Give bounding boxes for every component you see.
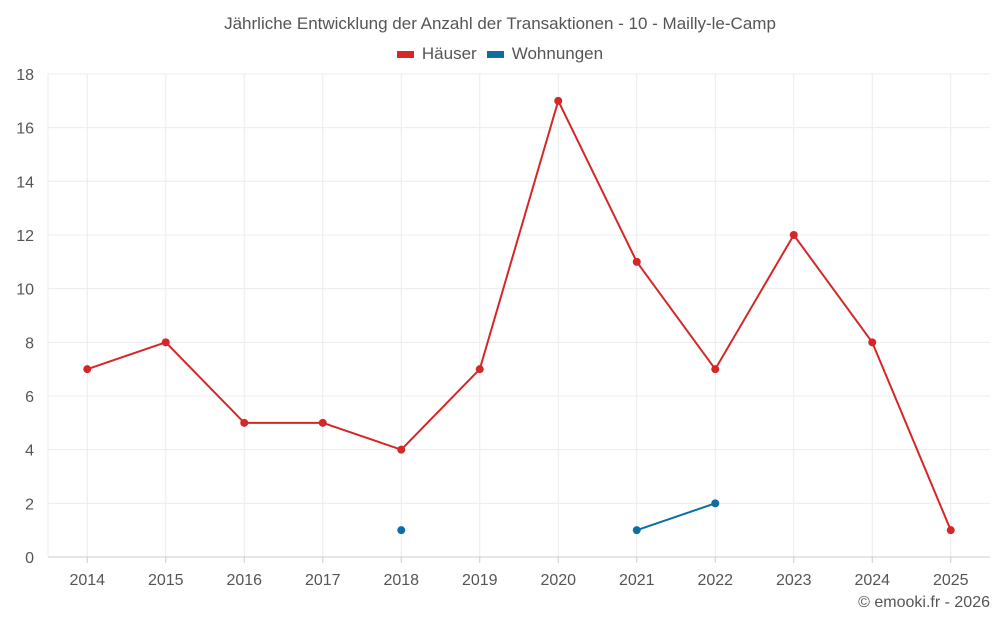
data-point-wohnungen xyxy=(632,526,641,535)
legend-label-haeuser: Häuser xyxy=(421,44,477,63)
data-point-haeuser xyxy=(554,96,563,105)
data-point-haeuser xyxy=(161,338,170,347)
x-tick-label: 2021 xyxy=(619,572,655,589)
x-tick-label: 2016 xyxy=(226,572,262,589)
data-point-haeuser xyxy=(240,418,249,427)
data-point-haeuser xyxy=(868,338,877,347)
data-point-haeuser xyxy=(632,257,641,266)
series-line-haeuser xyxy=(86,99,952,531)
x-tick-label: 2025 xyxy=(933,572,969,589)
x-tick-label: 2020 xyxy=(540,572,576,589)
axes: 0 2 4 6 8 10 12 14 16 18 2014 2015 2016 2017 2018 2019 2… xyxy=(16,67,990,589)
x-tick-label: 2019 xyxy=(462,572,498,589)
y-tick-label: 16 xyxy=(16,121,34,138)
y-tick-label: 0 xyxy=(25,550,34,567)
data-point-haeuser xyxy=(318,418,327,427)
y-tick-label: 8 xyxy=(25,335,34,352)
y-tick-label: 18 xyxy=(16,67,34,84)
data-point-haeuser xyxy=(83,365,92,374)
y-tick-label: 10 xyxy=(16,282,34,299)
series-layer xyxy=(83,96,955,535)
x-tick-label: 2017 xyxy=(305,572,341,589)
y-tick-label: 14 xyxy=(16,174,34,191)
legend-label-wohnungen: Wohnungen xyxy=(511,44,604,63)
legend-item-wohnungen[interactable]: Wohnungen xyxy=(486,44,604,64)
x-tick-label: 2014 xyxy=(69,572,105,589)
data-point-haeuser xyxy=(475,365,484,374)
data-point-haeuser xyxy=(711,365,720,374)
chart-title: Jährliche Entwicklung der Anzahl der Tra… xyxy=(224,14,776,33)
x-tick-label: 2018 xyxy=(383,572,419,589)
data-point-haeuser xyxy=(946,526,955,535)
data-point-wohnungen xyxy=(711,499,720,508)
data-point-haeuser xyxy=(397,445,406,454)
series-line-wohnungen xyxy=(636,502,716,532)
legend-swatch-haeuser xyxy=(396,50,414,58)
legend: Häuser Wohnungen xyxy=(0,44,1000,64)
credit-text: © emooki.fr - 2026 xyxy=(858,594,990,611)
y-tick-label: 12 xyxy=(16,228,34,245)
grid xyxy=(48,73,990,557)
legend-swatch-wohnungen xyxy=(486,50,504,58)
data-point-wohnungen xyxy=(397,526,406,535)
x-tick-label: 2024 xyxy=(854,572,890,589)
x-tick-label: 2015 xyxy=(148,572,184,589)
data-point-haeuser xyxy=(789,231,798,239)
y-tick-label: 6 xyxy=(25,389,34,406)
y-tick-label: 4 xyxy=(25,443,34,460)
y-tick-label: 2 xyxy=(25,496,34,513)
x-tick-label: 2022 xyxy=(697,572,733,589)
legend-item-haeuser[interactable]: Häuser xyxy=(396,44,477,64)
x-tick-label: 2023 xyxy=(776,572,812,589)
